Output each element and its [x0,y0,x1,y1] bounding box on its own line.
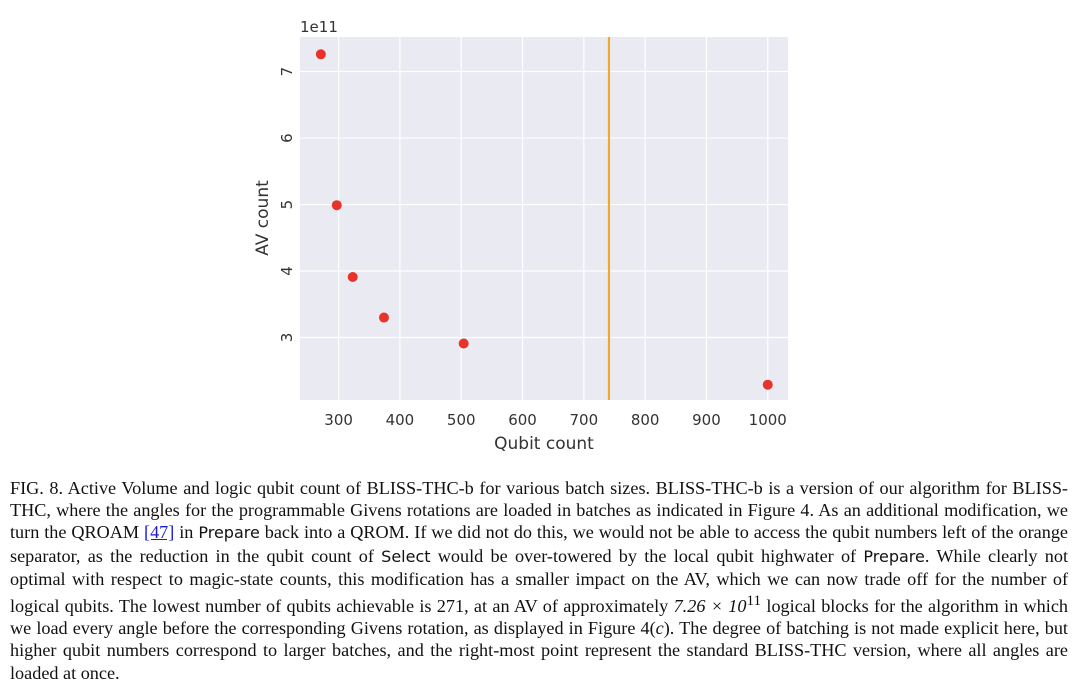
x-tick-label: 400 [386,411,415,429]
figure-caption: FIG. 8. Active Volume and logic qubit co… [10,477,1068,684]
caption-text: ). The degree of batching is not made ex… [10,618,1068,683]
data-point [347,272,358,283]
x-axis-title: Qubit count [494,434,594,454]
data-point [762,379,773,390]
y-tick-label: 4 [278,266,296,276]
y-tick-label: 6 [278,133,296,143]
figure-panel-ref: c [655,618,664,639]
data-point [315,49,326,60]
caption-text: logical blocks for the algorithm in whic… [10,596,1068,639]
chart-svg: 300 400 500 600 700 800 900 1000 3 4 5 6 7 1e11 Qub… [253,18,788,454]
caption-text: back into a QROM. If we did not do this,… [10,522,1068,566]
y-scale-label: 1e11 [300,18,338,36]
data-points [315,49,773,390]
figure-label: FIG. 8. [10,478,64,498]
y-tick-label: 3 [278,333,296,343]
data-point [378,312,389,323]
plot-area [300,37,788,400]
x-tick-label: 1000 [749,411,787,429]
y-tick-label: 7 [278,67,296,77]
x-tick-labels: 300 400 500 600 700 800 900 1000 [324,411,787,429]
caption-text: in [174,522,199,543]
prepare-term: Prepare [198,523,260,543]
scatter-figure: 300 400 500 600 700 800 900 1000 3 4 5 6 7 1e11 Qub… [253,18,788,454]
caption-text: . While clearly not optimal with respect… [10,545,1068,617]
x-tick-label: 500 [447,411,476,429]
data-point [331,200,342,211]
y-tick-label: 5 [278,200,296,210]
x-tick-label: 300 [324,411,353,429]
y-tick-labels: 3 4 5 6 7 [278,67,296,342]
data-point [458,338,469,349]
caption-text: would be over-towered by the local qubit… [430,545,864,566]
x-tick-label: 700 [570,411,599,429]
x-tick-label: 600 [508,411,537,429]
prepare-term: Prepare [863,546,925,566]
caption-text: Active Volume and logic qubit count of B… [10,478,1068,543]
select-term: Select [381,546,431,566]
x-tick-label: 800 [631,411,660,429]
y-axis-title: AV count [253,180,273,256]
av-value-exponent: 11 [746,592,762,610]
av-value-math: 7.26 × 10 [673,596,747,617]
gridlines [300,37,788,400]
citation-link[interactable]: [47] [144,522,175,543]
x-tick-label: 900 [692,411,721,429]
